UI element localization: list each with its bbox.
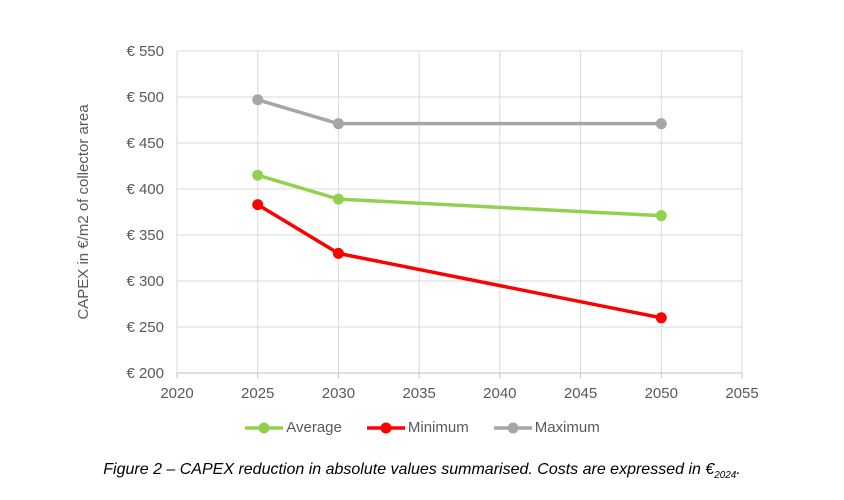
x-tick-label: 2020 (160, 385, 193, 402)
y-tick-label: € 550 (126, 43, 164, 60)
caption-suffix: . (736, 461, 741, 478)
y-tick-label: € 350 (126, 227, 164, 244)
legend-dot (380, 422, 392, 433)
x-tick-label: 2040 (483, 385, 516, 402)
x-tick-label: 2045 (564, 385, 597, 402)
legend-marker-minimum (366, 422, 405, 433)
data-point-minimum-2050 (655, 312, 667, 324)
data-point-maximum-2030 (332, 118, 344, 130)
legend-item-average: Average (244, 419, 342, 436)
caption-text: Figure 2 – CAPEX reduction in absolute v… (103, 461, 715, 478)
data-point-average-2025 (252, 169, 264, 181)
legend-label: Average (286, 419, 342, 436)
data-point-maximum-2050 (655, 118, 667, 130)
chart-legend: Average Minimum Maximum (0, 419, 844, 436)
figure-caption: Figure 2 – CAPEX reduction in absolute v… (0, 461, 844, 482)
legend-item-minimum: Minimum (366, 419, 469, 436)
x-tick-label: 2030 (322, 385, 355, 402)
capex-line-chart: 2020 2025 2030 2035 2040 2045 2050 2055 € 200 € 2… (75, 43, 759, 402)
data-point-maximum-2025 (252, 94, 264, 106)
y-tick-label: € 200 (126, 365, 164, 382)
y-tick-label: € 300 (126, 273, 164, 290)
data-point-minimum-2025 (252, 199, 264, 211)
data-point-average-2030 (332, 193, 344, 205)
y-tick-label: € 450 (126, 135, 164, 152)
legend-dot (507, 422, 519, 433)
legend-marker-maximum (493, 422, 532, 433)
legend-label: Minimum (407, 419, 469, 436)
data-point-minimum-2030 (332, 247, 344, 259)
y-tick-label: € 500 (126, 89, 164, 106)
y-tick-label: € 400 (126, 181, 164, 198)
legend-marker-average (245, 422, 284, 433)
series-line-average (255, 173, 664, 218)
series-layer (252, 94, 667, 324)
caption-subscript: 2024 (714, 470, 737, 482)
data-point-average-2050 (655, 210, 667, 222)
y-tick-label: € 250 (126, 319, 164, 336)
x-tick-label: 2055 (725, 385, 758, 402)
axis-layer: 2020 2025 2030 2035 2040 2045 2050 2055 € 200 € 2… (126, 43, 758, 402)
x-tick-label: 2035 (402, 385, 435, 402)
series-line-maximum (255, 98, 664, 126)
y-axis-title: CAPEX in €/m2 of collector area (75, 104, 92, 320)
legend-item-maximum: Maximum (493, 419, 600, 436)
x-tick-label: 2025 (241, 385, 274, 402)
x-tick-label: 2050 (645, 385, 678, 402)
legend-label: Maximum (534, 419, 600, 436)
legend-dot (258, 422, 270, 433)
series-line-minimum (255, 202, 664, 320)
